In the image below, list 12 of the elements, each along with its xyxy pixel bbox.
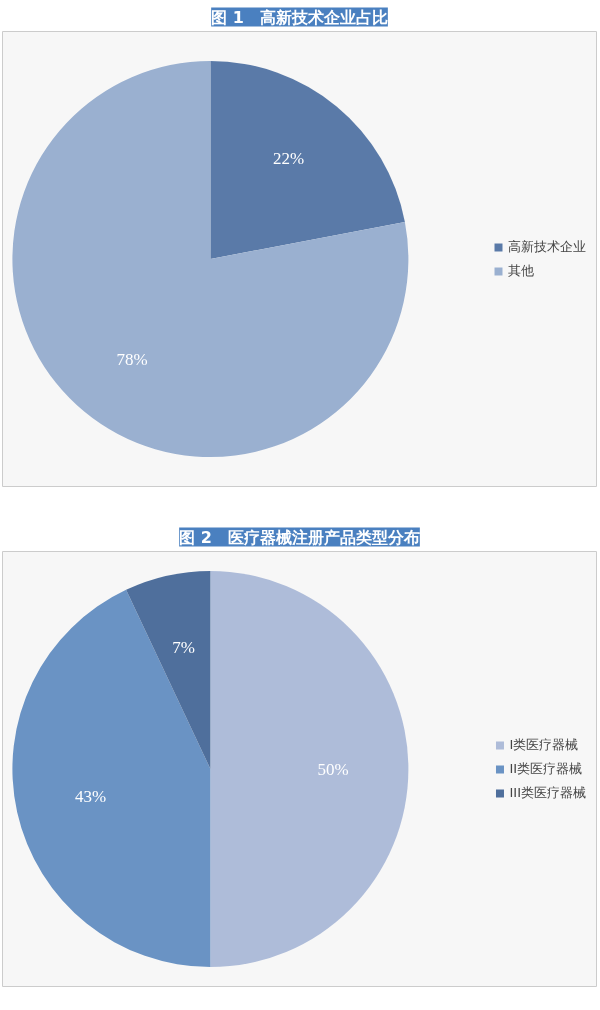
legend-label: II类医疗器械 — [509, 759, 583, 778]
legend-label: 高新技术企业 — [508, 237, 586, 256]
data-label: 78% — [116, 350, 148, 370]
legend-label: I类医疗器械 — [509, 735, 579, 754]
chart-title: 图 2 医疗器械注册产品类型分布 — [179, 527, 420, 547]
data-label: 43% — [75, 786, 107, 806]
data-label: 22% — [273, 148, 305, 168]
data-label: 50% — [317, 759, 349, 779]
legend-label: III类医疗器械 — [509, 783, 586, 802]
legend-label: 其他 — [508, 261, 534, 280]
data-label: 7% — [172, 637, 195, 657]
chart-title: 图 1 高新技术企业占比 — [211, 7, 388, 27]
